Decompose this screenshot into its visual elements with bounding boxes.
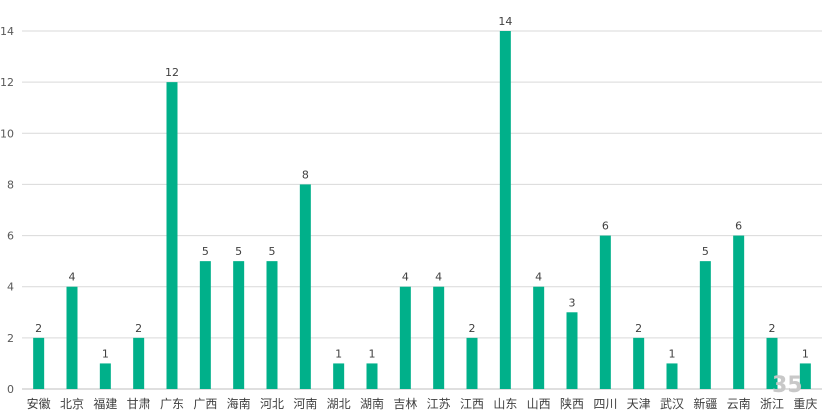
x-category-label: 福建 (93, 396, 117, 411)
bar-福建 (99, 363, 111, 389)
x-category-label: 浙江 (760, 397, 784, 411)
bar-江西 (466, 337, 478, 389)
data-label-天津: 2 (635, 322, 642, 335)
data-label-安徽: 2 (35, 322, 42, 335)
y-tick-label: 2 (7, 332, 14, 345)
y-tick-label: 4 (7, 281, 14, 294)
x-category-label: 湖北 (327, 396, 351, 411)
data-label-河南: 8 (302, 168, 309, 181)
x-category-label: 吉林 (393, 397, 417, 411)
bar-吉林 (399, 286, 411, 389)
data-label-四川: 6 (602, 220, 609, 233)
data-label-福建: 1 (102, 347, 109, 360)
y-tick-label: 0 (7, 383, 14, 396)
bar-云南 (733, 235, 745, 389)
x-category-label: 江苏 (427, 397, 451, 411)
data-label-重庆: 1 (802, 347, 809, 360)
x-category-label: 陕西 (560, 396, 584, 411)
bar-湖北 (333, 363, 345, 389)
bar-重庆 (799, 363, 811, 389)
bar-河北 (266, 261, 278, 389)
bar-江苏 (433, 286, 445, 389)
x-category-label: 甘肃 (127, 397, 151, 411)
gridlines (22, 30, 822, 390)
data-label-河北: 5 (269, 245, 276, 258)
x-category-label: 云南 (727, 396, 751, 411)
bar-陕西 (566, 312, 578, 389)
data-label-陕西: 3 (569, 296, 576, 309)
y-tick-label: 6 (7, 230, 14, 243)
bar-甘肃 (133, 337, 145, 389)
bar-广西 (199, 261, 211, 389)
x-category-label: 海南 (227, 396, 251, 411)
data-label-湖北: 1 (335, 347, 342, 360)
data-label-武汉: 1 (669, 347, 676, 360)
bar-安徽 (33, 337, 45, 389)
bar-山西 (533, 286, 545, 389)
x-category-label: 广东 (160, 397, 184, 411)
bar-四川 (599, 235, 611, 389)
data-label-甘肃: 2 (135, 322, 142, 335)
data-label-山东: 14 (498, 15, 512, 28)
y-axis-tick-labels: 0 2 4 6 8 10 12 14 (0, 25, 14, 396)
data-label-广东: 12 (165, 66, 179, 79)
x-category-label: 江西 (460, 397, 484, 411)
watermark: 35 (772, 373, 803, 398)
x-category-label: 山西 (527, 397, 551, 411)
bars (33, 31, 811, 390)
x-category-label: 河北 (260, 397, 284, 411)
bar-浙江 (766, 337, 778, 389)
data-label-浙江: 2 (769, 322, 776, 335)
data-label-广西: 5 (202, 245, 209, 258)
bar-新疆 (699, 261, 711, 389)
bar-天津 (633, 337, 645, 389)
bar-武汉 (666, 363, 678, 389)
x-axis-category-labels: 安徽 北京 福建 甘肃 广东 广西 海南 河北 河南 湖北 湖南 吉林 江苏 江西 山东 山西 陕西 四川 天津 武汉… (27, 396, 818, 411)
data-label-北京: 4 (69, 271, 76, 284)
bar-湖南 (366, 363, 378, 389)
bar-北京 (66, 286, 78, 389)
data-label-江苏: 4 (435, 271, 442, 284)
data-label-湖南: 1 (369, 347, 376, 360)
y-tick-label: 12 (0, 76, 14, 89)
bar-山东 (499, 31, 511, 389)
data-label-山西: 4 (535, 271, 542, 284)
data-label-云南: 6 (735, 220, 742, 233)
x-category-label: 山东 (493, 397, 517, 411)
bar-海南 (233, 261, 245, 389)
bar-广东 (166, 82, 178, 390)
bar-河南 (299, 184, 311, 389)
x-category-label: 湖南 (360, 396, 384, 411)
x-category-label: 武汉 (660, 397, 684, 411)
data-label-江西: 2 (469, 322, 476, 335)
x-category-label: 广西 (193, 397, 217, 411)
x-category-label: 天津 (627, 397, 651, 411)
y-tick-label: 14 (0, 25, 14, 38)
data-label-新疆: 5 (702, 245, 709, 258)
x-category-label: 重庆 (793, 397, 817, 411)
data-label-吉林: 4 (402, 271, 409, 284)
x-category-label: 安徽 (27, 396, 51, 411)
x-category-label: 北京 (60, 397, 84, 411)
x-category-label: 河南 (293, 396, 317, 411)
y-tick-label: 8 (7, 178, 14, 191)
y-tick-label: 10 (0, 127, 14, 140)
data-label-海南: 5 (235, 245, 242, 258)
x-category-label: 四川 (593, 397, 617, 411)
x-category-label: 新疆 (693, 396, 717, 411)
